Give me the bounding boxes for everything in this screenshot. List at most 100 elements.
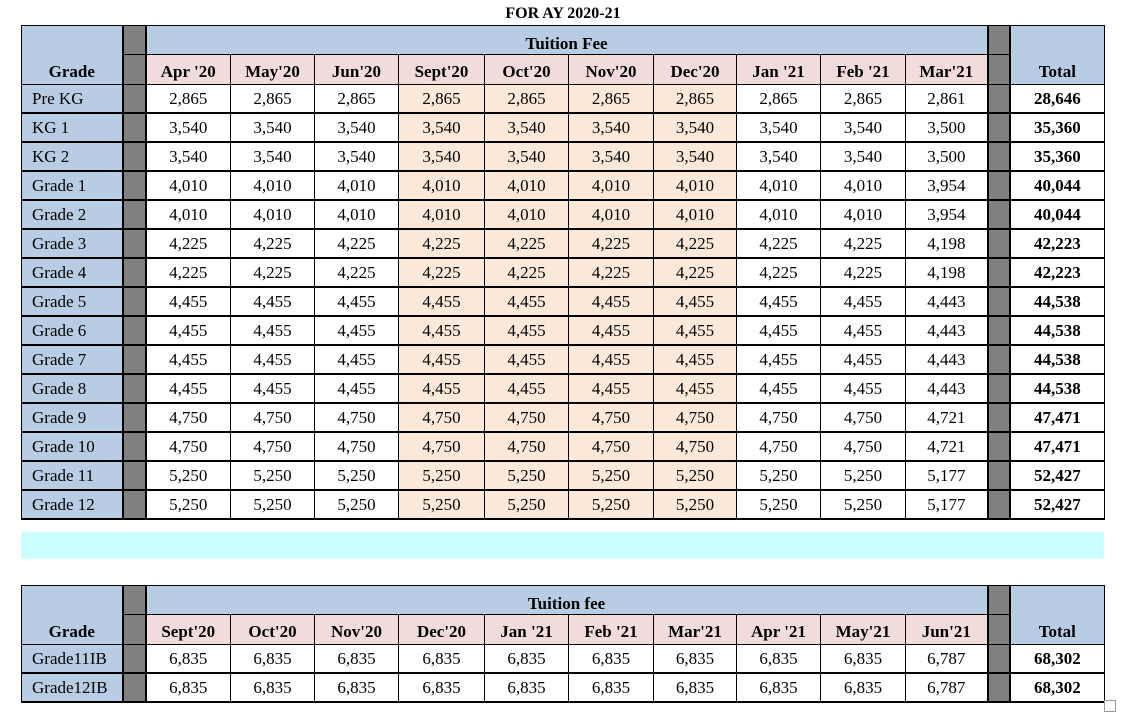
- fee-cell: 4,455: [653, 315, 737, 346]
- grey-separator: [121, 84, 147, 114]
- fee-cell: 5,250: [568, 489, 654, 520]
- grey-separator: [986, 614, 1011, 645]
- total-cell: 42,223: [1009, 228, 1106, 259]
- fee-cell: 6,835: [230, 644, 315, 674]
- fee-cell: 2,865: [398, 84, 485, 114]
- fee-cell: 4,010: [820, 199, 906, 230]
- grey-separator: [986, 373, 1011, 404]
- table-row: Grade 10 4,750 4,750 4,750 4,750 4,750 4,750 4,…: [21, 431, 1106, 462]
- grey-separator: [986, 286, 1011, 317]
- total-cell: 68,302: [1009, 644, 1106, 674]
- fee-cell: 6,835: [820, 672, 906, 703]
- total-cell: 44,538: [1009, 344, 1106, 375]
- month-header: Nov'20: [568, 54, 654, 85]
- month-header: Jun'20: [314, 54, 399, 85]
- fee-cell: 5,250: [398, 489, 485, 520]
- total-cell: 52,427: [1009, 489, 1106, 520]
- grey-separator: [121, 199, 147, 230]
- fee-cell: 3,540: [736, 141, 821, 172]
- fee-cell: 4,455: [653, 286, 737, 317]
- fee-cell: 4,010: [484, 170, 569, 201]
- fee-cell: 2,865: [820, 84, 906, 114]
- fee-cell: 6,835: [820, 644, 906, 674]
- grey-separator: [986, 199, 1011, 230]
- fee-cell: 3,540: [653, 112, 737, 143]
- fee-cell: 4,455: [230, 344, 315, 375]
- fee-cell: 4,225: [314, 228, 399, 259]
- fee-cell: 2,865: [230, 84, 315, 114]
- grade-cell: Pre KG: [21, 84, 123, 114]
- fee-cell: 6,835: [145, 672, 231, 703]
- total-cell: 35,360: [1009, 112, 1106, 143]
- table-row: Grade 1 4,010 4,010 4,010 4,010 4,010 4,010 4,0…: [21, 170, 1106, 201]
- fee-cell: 4,455: [484, 373, 569, 404]
- fee-cell: 4,750: [230, 402, 315, 433]
- grey-separator: [986, 54, 1011, 85]
- fee-cell: 6,787: [904, 672, 989, 703]
- grey-separator: [986, 25, 1011, 55]
- table-row: Grade 4 4,225 4,225 4,225 4,225 4,225 4,225 4,2…: [21, 257, 1106, 288]
- fee-cell: 6,787: [904, 644, 989, 674]
- grade-header: Grade: [21, 585, 123, 645]
- total-cell: 47,471: [1009, 402, 1106, 433]
- fee-cell: 4,750: [653, 431, 737, 462]
- fee-cell: 4,455: [736, 344, 821, 375]
- fee-cell: 4,750: [568, 431, 654, 462]
- fee-cell: 4,198: [904, 228, 989, 259]
- fee-cell: 4,455: [145, 286, 231, 317]
- fee-cell: 5,250: [820, 460, 906, 491]
- fee-cell: 5,250: [568, 460, 654, 491]
- fee-cell: 4,750: [736, 431, 821, 462]
- grey-separator: [121, 431, 147, 462]
- fee-cell: 2,865: [736, 84, 821, 114]
- fee-cell: 3,540: [398, 141, 485, 172]
- table-row: Grade 7 4,455 4,455 4,455 4,455 4,455 4,455 4,4…: [21, 344, 1106, 375]
- grey-separator: [986, 402, 1011, 433]
- fee-cell: 4,010: [230, 199, 315, 230]
- total-cell: 44,538: [1009, 286, 1106, 317]
- grade-cell: Grade 4: [21, 257, 123, 288]
- fee-cell: 6,835: [398, 644, 485, 674]
- fee-cell: 4,455: [314, 373, 399, 404]
- fee-cell: 3,540: [314, 112, 399, 143]
- total-cell: 28,646: [1009, 84, 1106, 114]
- resize-handle[interactable]: [1104, 700, 1116, 712]
- fee-cell: 4,455: [568, 315, 654, 346]
- grey-separator: [121, 54, 147, 85]
- fee-cell: 3,540: [484, 112, 569, 143]
- fee-cell: 6,835: [736, 644, 821, 674]
- total-cell: 44,538: [1009, 315, 1106, 346]
- fee-cell: 4,455: [484, 344, 569, 375]
- fee-cell: 4,225: [230, 257, 315, 288]
- fee-cell: 2,865: [568, 84, 654, 114]
- grey-separator: [121, 644, 147, 674]
- table-row: Grade 11 5,250 5,250 5,250 5,250 5,250 5,250 5,…: [21, 460, 1106, 491]
- ib-tuition-fee-table: Grade Tuition fee Total Sept'20 Oct'20 Nov'20…: [21, 585, 1106, 703]
- fee-cell: 4,455: [230, 315, 315, 346]
- fee-cell: 4,225: [145, 257, 231, 288]
- grade-cell: Grade 11: [21, 460, 123, 491]
- fee-cell: 4,455: [398, 315, 485, 346]
- month-header: Oct'20: [230, 614, 315, 645]
- grade-cell: Grade 9: [21, 402, 123, 433]
- fee-cell: 4,225: [653, 257, 737, 288]
- fee-cell: 4,455: [398, 373, 485, 404]
- grey-separator: [121, 25, 147, 55]
- fee-cell: 4,225: [736, 257, 821, 288]
- fee-cell: 3,540: [653, 141, 737, 172]
- fee-cell: 4,455: [484, 286, 569, 317]
- grey-separator: [121, 672, 147, 703]
- fee-cell: 5,250: [484, 460, 569, 491]
- fee-cell: 4,455: [736, 286, 821, 317]
- fee-cell: 4,455: [314, 344, 399, 375]
- fee-cell: 5,250: [314, 489, 399, 520]
- fee-cell: 4,750: [230, 431, 315, 462]
- grey-separator: [121, 585, 147, 615]
- grade-cell: Grade11IB: [21, 644, 123, 674]
- fee-cell: 4,198: [904, 257, 989, 288]
- page-title: FOR AY 2020-21: [505, 5, 621, 22]
- grey-separator: [121, 257, 147, 288]
- fee-cell: 6,835: [568, 672, 654, 703]
- month-header: Feb '21: [820, 54, 906, 85]
- fee-cell: 5,250: [820, 489, 906, 520]
